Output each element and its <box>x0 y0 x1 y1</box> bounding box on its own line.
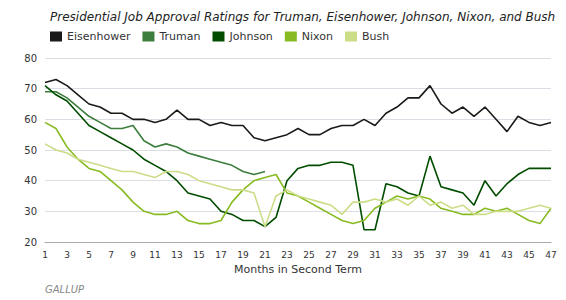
svg-text:39: 39 <box>457 250 469 260</box>
svg-text:11: 11 <box>149 250 160 260</box>
svg-text:19: 19 <box>237 250 249 260</box>
svg-text:50: 50 <box>24 145 37 156</box>
svg-text:21: 21 <box>259 250 270 260</box>
svg-text:3: 3 <box>64 250 70 260</box>
svg-text:5: 5 <box>86 250 92 260</box>
svg-text:60: 60 <box>24 114 37 125</box>
svg-text:Presidential Job Approval Rati: Presidential Job Approval Ratings for Tr… <box>50 10 555 24</box>
svg-text:7: 7 <box>108 250 114 260</box>
svg-text:27: 27 <box>325 250 336 260</box>
svg-text:20: 20 <box>24 237 37 248</box>
svg-text:Months in Second Term: Months in Second Term <box>234 263 362 276</box>
svg-text:1: 1 <box>42 250 48 260</box>
svg-text:47: 47 <box>545 250 556 260</box>
svg-text:GALLUP: GALLUP <box>45 284 85 295</box>
svg-text:9: 9 <box>130 250 136 260</box>
svg-text:25: 25 <box>303 250 314 260</box>
svg-text:Eisenhower: Eisenhower <box>67 30 131 43</box>
svg-text:13: 13 <box>171 250 182 260</box>
svg-text:41: 41 <box>479 250 490 260</box>
svg-text:70: 70 <box>24 83 37 94</box>
svg-text:33: 33 <box>391 250 402 260</box>
svg-text:23: 23 <box>281 250 292 260</box>
svg-text:37: 37 <box>435 250 446 260</box>
svg-text:40: 40 <box>24 175 37 186</box>
svg-text:31: 31 <box>369 250 380 260</box>
svg-text:Johnson: Johnson <box>228 30 272 43</box>
svg-text:43: 43 <box>501 250 512 260</box>
svg-text:Nixon: Nixon <box>302 30 333 43</box>
svg-text:17: 17 <box>215 250 226 260</box>
svg-text:30: 30 <box>24 206 37 217</box>
svg-text:Bush: Bush <box>362 30 389 43</box>
svg-text:35: 35 <box>413 250 424 260</box>
svg-text:29: 29 <box>347 250 359 260</box>
svg-text:45: 45 <box>523 250 534 260</box>
svg-text:Truman: Truman <box>158 30 200 43</box>
svg-text:15: 15 <box>193 250 204 260</box>
svg-text:80: 80 <box>24 53 37 64</box>
